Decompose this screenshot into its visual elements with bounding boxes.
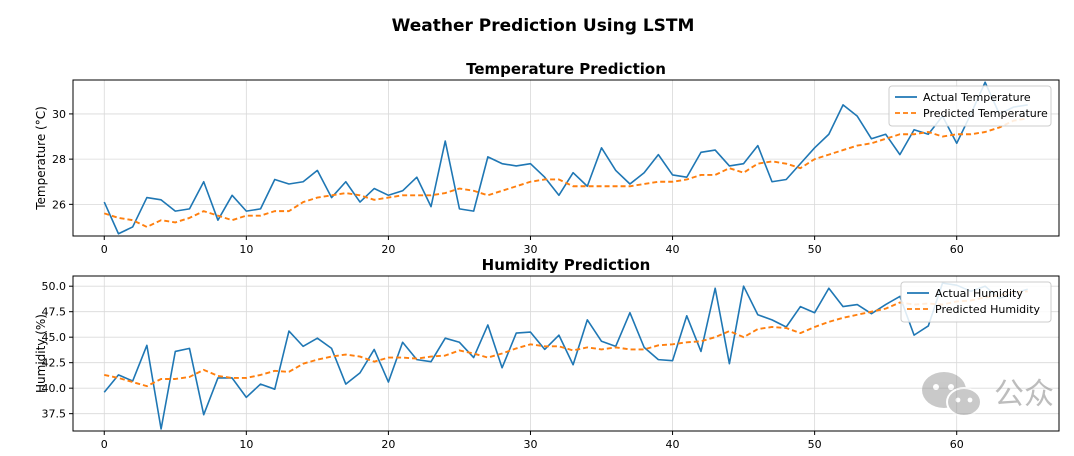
humidity-legend-label: Predicted Humidity xyxy=(935,303,1041,316)
temperature-y-axis-label: Temperature (°C) xyxy=(34,106,48,211)
temperature-xtick-label: 60 xyxy=(950,243,964,256)
figure-title: Weather Prediction Using LSTM xyxy=(392,16,695,36)
temperature-chart-title: Temperature Prediction xyxy=(466,60,666,78)
humidity-ytick-label: 42.5 xyxy=(42,357,67,370)
temperature-series-actual xyxy=(103,81,1028,235)
temperature-ytick-label: 30 xyxy=(52,108,66,121)
humidity-ytick-label: 47.5 xyxy=(42,306,67,319)
temperature-xtick-label: 10 xyxy=(239,243,253,256)
humidity-axes-frame xyxy=(72,275,1060,432)
humidity-legend-box xyxy=(900,281,1052,323)
humidity-y-axis-label: Humidity (%) xyxy=(34,314,48,393)
humidity-ytick-label: 50.0 xyxy=(42,280,67,293)
temperature-chart: Temperature Prediction 0 10 20 30 40 50 60 26 28 3… xyxy=(34,60,1060,256)
watermark-text: 公众 xyxy=(994,377,1054,412)
humidity-xtick-label: 10 xyxy=(239,438,253,451)
wechat-icon xyxy=(922,372,982,417)
humidity-ytick-label: 37.5 xyxy=(42,408,67,421)
humidity-xtick-label: 50 xyxy=(808,438,822,451)
temperature-legend-box xyxy=(888,85,1052,127)
temperature-xtick-label: 40 xyxy=(666,243,680,256)
temperature-ytick-label: 26 xyxy=(52,198,66,211)
humidity-series-actual xyxy=(103,282,1028,430)
humidity-series-predicted xyxy=(104,290,1028,388)
humidity-legend: Actual Humidity Predicted Humidity xyxy=(900,281,1052,323)
temperature-xtick-label: 30 xyxy=(523,243,537,256)
humidity-ytick-label: 45.0 xyxy=(42,331,67,344)
humidity-xtick-label: 30 xyxy=(523,438,537,451)
temperature-axes-frame xyxy=(72,79,1060,237)
humidity-xtick-label: 60 xyxy=(950,438,964,451)
humidity-xtick-label: 40 xyxy=(666,438,680,451)
temperature-xtick-label: 20 xyxy=(381,243,395,256)
humidity-ytick-label: 40.0 xyxy=(42,382,67,395)
humidity-chart: Humidity Prediction 0 10 20 30 40 50 60 37.5 40.0… xyxy=(34,256,1060,451)
humidity-legend-label: Actual Humidity xyxy=(935,287,1023,300)
humidity-xtick-label: 0 xyxy=(101,438,108,451)
watermark: 公众 xyxy=(922,372,1054,417)
temperature-xtick-label: 0 xyxy=(101,243,108,256)
temperature-legend-label: Predicted Temperature xyxy=(923,107,1048,120)
temperature-xtick-label: 50 xyxy=(808,243,822,256)
temperature-series-predicted xyxy=(103,117,1028,228)
temperature-legend-label: Actual Temperature xyxy=(923,91,1031,104)
humidity-xtick-label: 20 xyxy=(381,438,395,451)
temperature-legend: Actual Temperature Predicted Temperature xyxy=(888,85,1052,127)
temperature-ytick-label: 28 xyxy=(52,153,66,166)
humidity-chart-title: Humidity Prediction xyxy=(482,256,651,274)
